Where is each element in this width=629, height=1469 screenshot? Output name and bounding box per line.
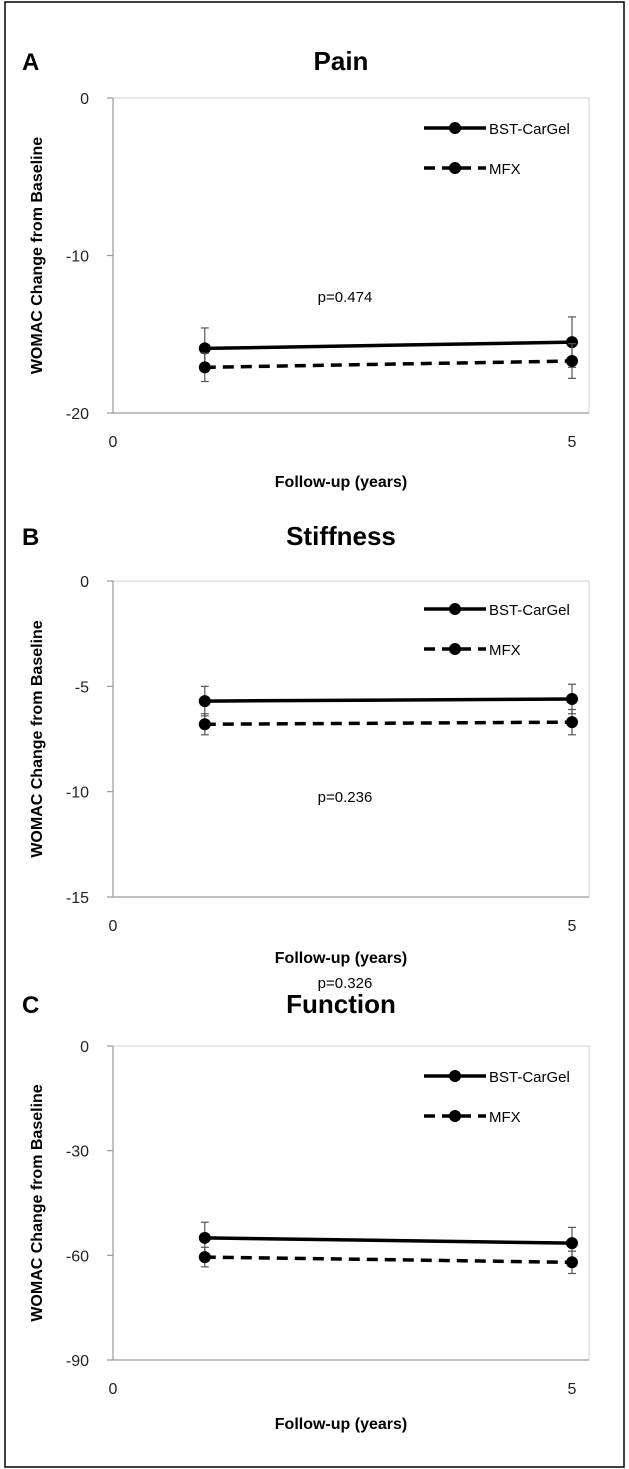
figure-border	[4, 1, 625, 1468]
series-bst-cargel	[198, 1221, 578, 1260]
legend-marker	[449, 122, 461, 134]
series-line	[204, 697, 573, 703]
data-point	[198, 695, 211, 708]
data-point	[566, 692, 578, 705]
series-line	[204, 1236, 573, 1245]
legend-label: BST-CarGel	[489, 1069, 570, 1086]
data-point	[198, 1231, 211, 1244]
legend-marker	[449, 1110, 461, 1122]
legend-marker	[449, 162, 461, 174]
legend-entry: BST-CarGel	[424, 602, 570, 619]
data-point	[566, 716, 578, 729]
x-axis-label: Follow-up (years)	[275, 474, 407, 491]
x-axis-label: Follow-up (years)	[275, 950, 407, 967]
legend-marker	[449, 643, 461, 655]
x-tick-label: 5	[568, 918, 577, 935]
data-point	[198, 361, 211, 374]
series-line	[204, 340, 573, 351]
x-tick-label: 0	[109, 434, 118, 451]
panel-title: Pain	[314, 46, 369, 76]
x-tick-label: 0	[109, 918, 118, 935]
legend-label: MFX	[489, 1109, 521, 1126]
y-tick-label: -30	[66, 1144, 89, 1161]
legend-entry: BST-CarGel	[424, 121, 570, 138]
x-tick-label: 5	[568, 434, 577, 451]
legend-marker	[449, 1070, 461, 1082]
data-point	[198, 1251, 211, 1264]
chart-panel-a: A Pain 0 -10 -20 0 5 WOMAC Change from Baseline…	[22, 46, 590, 491]
p-value-annotation: p=0.236	[318, 789, 373, 806]
data-point	[566, 1256, 578, 1269]
panel-title: Function	[286, 989, 396, 1019]
data-point	[566, 355, 578, 368]
series-bst-cargel	[198, 316, 578, 370]
series-mfx	[198, 1246, 578, 1275]
chart-panel-c: C Function 0 -30 -60 -90 0 5 WOMAC Change from B…	[22, 975, 590, 1433]
legend-entry: MFX	[424, 642, 521, 659]
y-tick-label: -10	[66, 785, 89, 802]
p-value-annotation: p=0.474	[318, 289, 373, 306]
y-tick-label: -90	[66, 1353, 89, 1370]
panel-letter: A	[22, 49, 39, 76]
y-tick-label: 0	[80, 1039, 89, 1056]
y-axis-label: WOMAC Change from Baseline	[29, 620, 46, 857]
legend-label: BST-CarGel	[489, 602, 570, 619]
data-point	[566, 1237, 578, 1250]
legend-marker	[449, 603, 461, 615]
p-value-annotation: p=0.326	[318, 975, 373, 992]
legend-entry: BST-CarGel	[424, 1069, 570, 1086]
legend-label: BST-CarGel	[489, 121, 570, 138]
y-tick-label: -20	[66, 406, 89, 423]
series-line	[204, 1255, 573, 1265]
y-tick-label: -10	[66, 249, 89, 266]
legend-entry: MFX	[424, 1109, 521, 1126]
series-line	[204, 720, 573, 727]
data-point	[198, 718, 211, 731]
y-tick-label: -60	[66, 1248, 89, 1265]
panel-title: Stiffness	[286, 521, 396, 551]
legend-entry: MFX	[424, 161, 521, 178]
data-point	[566, 336, 578, 349]
series-mfx	[198, 343, 578, 383]
y-tick-label: -15	[66, 890, 89, 907]
y-tick-label: -5	[75, 679, 89, 696]
x-tick-label: 0	[109, 1381, 118, 1398]
y-tick-label: 0	[80, 574, 89, 591]
panel-letter: C	[22, 992, 39, 1019]
x-axis-label: Follow-up (years)	[275, 1416, 407, 1433]
chart-panel-b: B Stiffness 0 -5 -10 -15 0 5 WOMAC Change from B…	[22, 521, 590, 967]
series-mfx	[198, 708, 578, 736]
chart-panels: A Pain 0 -10 -20 0 5 WOMAC Change from Baseline…	[22, 46, 590, 1433]
data-point	[198, 342, 211, 355]
series-line	[204, 359, 573, 370]
y-axis-label: WOMAC Change from Baseline	[29, 137, 46, 374]
series-bst-cargel	[198, 683, 578, 717]
x-tick-label: 5	[568, 1381, 577, 1398]
legend-label: MFX	[489, 642, 521, 659]
y-axis-label: WOMAC Change from Baseline	[29, 1084, 46, 1321]
legend-label: MFX	[489, 161, 521, 178]
panel-letter: B	[22, 524, 39, 551]
y-tick-label: 0	[80, 91, 89, 108]
